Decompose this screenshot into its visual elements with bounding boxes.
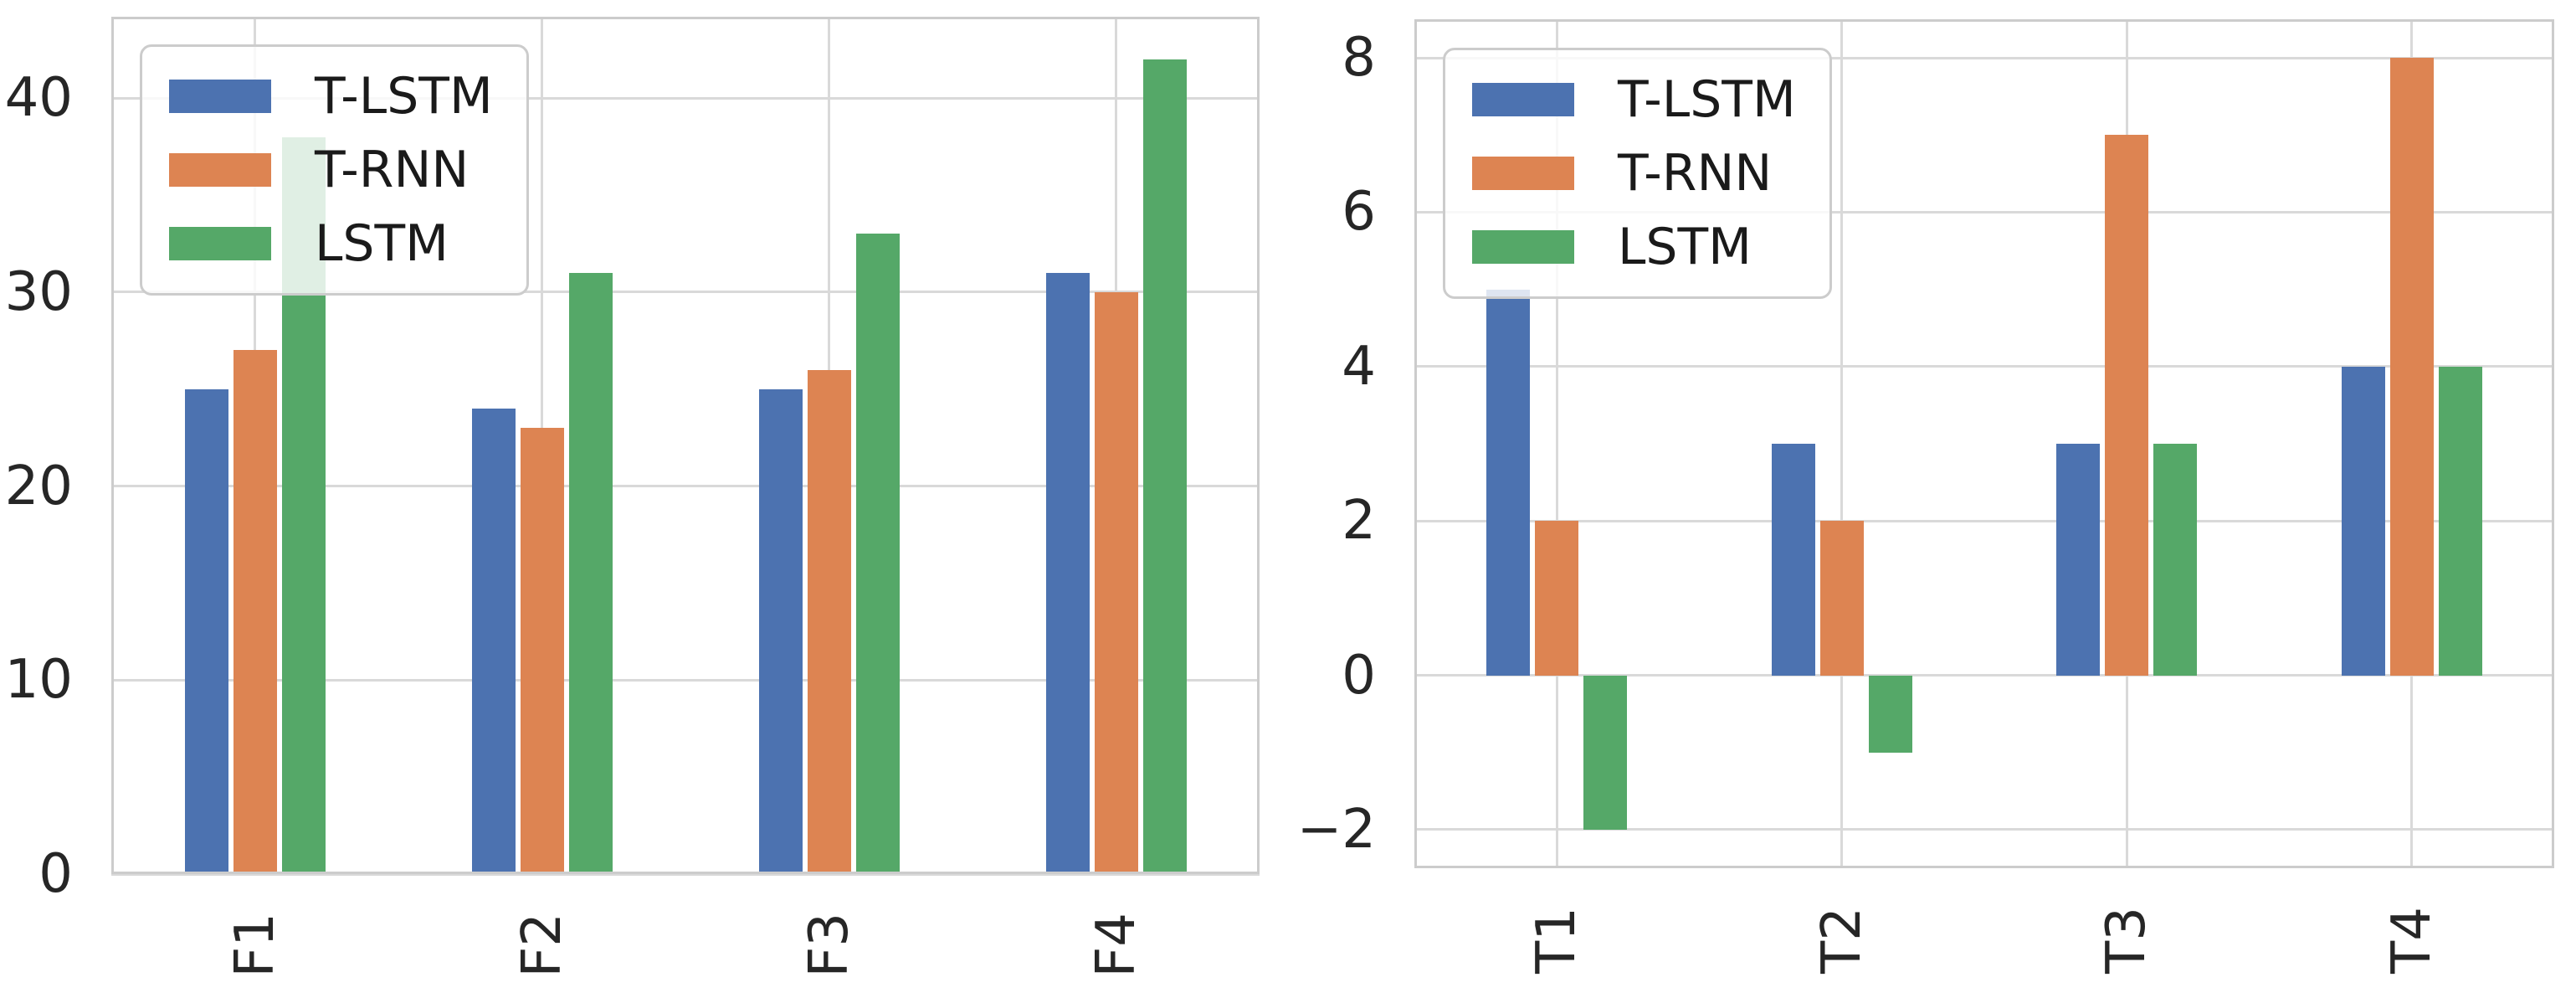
bar-LSTM-F2 — [568, 272, 613, 874]
y-gridline — [111, 678, 1260, 682]
bar-T-RNN-F2 — [520, 428, 564, 874]
bar-T-LSTM-T1 — [1486, 289, 1531, 676]
bar-T-RNN-T2 — [1819, 521, 1864, 676]
bar-LSTM-F3 — [855, 234, 900, 874]
bar-T-LSTM-F2 — [471, 408, 516, 874]
x-tick-label: F1 — [223, 913, 286, 978]
x-tick-label: T4 — [2380, 907, 2443, 974]
bar-T-LSTM-F1 — [184, 388, 228, 874]
legend-label: T-RNN — [315, 141, 470, 199]
legend-swatch — [169, 80, 271, 113]
legend-item-T-LSTM: T-LSTM — [1472, 72, 1796, 127]
y-gridline — [1414, 674, 2554, 677]
x-tick-label: F2 — [511, 913, 573, 978]
legend-item-T-RNN: T-RNN — [169, 142, 493, 198]
y-gridline — [1414, 56, 2554, 59]
y-tick-label: 20 — [4, 455, 73, 517]
legend-label: LSTM — [1618, 218, 1752, 276]
y-tick-label: 2 — [1342, 490, 1376, 553]
x-tick-label: T3 — [2096, 907, 2158, 974]
y-tick-label: 8 — [1342, 27, 1376, 90]
y-gridline — [1414, 365, 2554, 368]
y-gridline — [111, 96, 1260, 100]
legend-label: T-RNN — [1618, 144, 1773, 203]
y-gridline — [1414, 828, 2554, 831]
legend-swatch — [169, 153, 271, 187]
legend-swatch — [1472, 157, 1574, 190]
legend-swatch — [1472, 83, 1574, 116]
legend-swatch — [169, 227, 271, 260]
legend: T-LSTM T-RNN LSTM — [1443, 48, 1832, 299]
y-tick-label: 10 — [4, 649, 73, 712]
bar-LSTM-T1 — [1583, 675, 1628, 830]
x-tick-label: T1 — [1526, 907, 1588, 974]
bar-T-LSTM-F4 — [1045, 272, 1090, 874]
y-gridline — [1414, 210, 2554, 213]
bar-T-LSTM-T4 — [2341, 366, 2385, 676]
legend-item-T-LSTM: T-LSTM — [169, 69, 493, 124]
x-tick-label: F4 — [1085, 913, 1147, 978]
bar-T-LSTM-F3 — [758, 388, 803, 874]
x-gridline — [1555, 19, 1558, 868]
legend-item-LSTM: LSTM — [1472, 219, 1796, 275]
legend-label: LSTM — [315, 214, 449, 273]
y-gridline — [111, 291, 1260, 294]
y-tick-label: 4 — [1342, 335, 1376, 398]
y-tick-label: 40 — [4, 67, 73, 130]
bar-LSTM-T3 — [2153, 444, 2198, 676]
x-gridline — [1840, 19, 1844, 868]
legend: T-LSTM T-RNN LSTM — [140, 44, 529, 296]
y-tick-label: 0 — [1342, 644, 1376, 707]
y-gridline — [111, 872, 1260, 876]
y-tick-label: 30 — [4, 260, 73, 323]
bar-LSTM-T4 — [2438, 366, 2482, 676]
bar-T-RNN-F4 — [1094, 291, 1138, 874]
bar-LSTM-T2 — [1868, 675, 1912, 753]
bar-LSTM-F4 — [1142, 59, 1187, 874]
y-tick-label: 6 — [1342, 181, 1376, 244]
bar-T-LSTM-T3 — [2056, 444, 2101, 676]
y-tick-label: −2 — [1296, 798, 1376, 861]
bar-T-RNN-F3 — [807, 369, 851, 874]
legend-swatch — [1472, 230, 1574, 264]
bar-T-LSTM-T2 — [1771, 444, 1815, 676]
y-gridline — [111, 485, 1260, 488]
y-gridline — [1414, 519, 2554, 522]
legend-label: T-LSTM — [315, 67, 493, 126]
legend-item-LSTM: LSTM — [169, 216, 493, 271]
bar-T-RNN-T1 — [1535, 521, 1579, 676]
bar-T-RNN-F1 — [233, 350, 277, 874]
y-tick-label: 0 — [38, 843, 73, 905]
bar-T-RNN-T3 — [2105, 135, 2149, 676]
legend-label: T-LSTM — [1618, 70, 1796, 129]
x-tick-label: F3 — [798, 913, 860, 978]
legend-item-T-RNN: T-RNN — [1472, 146, 1796, 201]
bar-T-RNN-T4 — [2389, 58, 2434, 676]
x-tick-label: T2 — [1810, 907, 1873, 974]
